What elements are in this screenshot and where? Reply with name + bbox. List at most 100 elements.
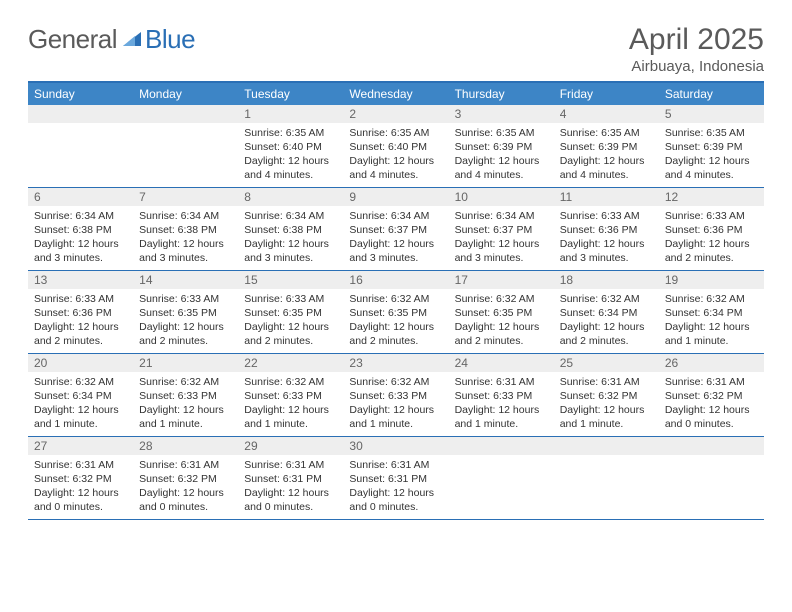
day-number: 21	[133, 354, 238, 372]
calendar-cell	[28, 105, 133, 188]
day-number	[659, 437, 764, 455]
day-number: 29	[238, 437, 343, 455]
weekday-header-row: Sunday Monday Tuesday Wednesday Thursday…	[28, 82, 764, 105]
day-number: 10	[449, 188, 554, 206]
day-number: 19	[659, 271, 764, 289]
calendar-cell: 30Sunrise: 6:31 AMSunset: 6:31 PMDayligh…	[343, 436, 448, 519]
day-number: 1	[238, 105, 343, 123]
weekday-header: Saturday	[659, 82, 764, 105]
logo: GeneralBlue	[28, 24, 195, 55]
calendar-cell: 18Sunrise: 6:32 AMSunset: 6:34 PMDayligh…	[554, 270, 659, 353]
day-details: Sunrise: 6:33 AMSunset: 6:36 PMDaylight:…	[28, 289, 133, 353]
day-number: 3	[449, 105, 554, 123]
day-number	[554, 437, 659, 455]
calendar-cell: 16Sunrise: 6:32 AMSunset: 6:35 PMDayligh…	[343, 270, 448, 353]
weekday-header: Thursday	[449, 82, 554, 105]
calendar-cell: 9Sunrise: 6:34 AMSunset: 6:37 PMDaylight…	[343, 187, 448, 270]
day-details	[133, 123, 238, 130]
day-number: 5	[659, 105, 764, 123]
calendar-cell: 1Sunrise: 6:35 AMSunset: 6:40 PMDaylight…	[238, 105, 343, 188]
day-details: Sunrise: 6:33 AMSunset: 6:36 PMDaylight:…	[659, 206, 764, 270]
day-details: Sunrise: 6:34 AMSunset: 6:37 PMDaylight:…	[343, 206, 448, 270]
calendar-cell	[659, 436, 764, 519]
logo-text-2: Blue	[145, 24, 195, 55]
day-details	[449, 455, 554, 462]
day-number: 12	[659, 188, 764, 206]
day-number: 13	[28, 271, 133, 289]
calendar-cell: 19Sunrise: 6:32 AMSunset: 6:34 PMDayligh…	[659, 270, 764, 353]
calendar-cell: 5Sunrise: 6:35 AMSunset: 6:39 PMDaylight…	[659, 105, 764, 188]
day-details: Sunrise: 6:32 AMSunset: 6:33 PMDaylight:…	[343, 372, 448, 436]
calendar-cell: 20Sunrise: 6:32 AMSunset: 6:34 PMDayligh…	[28, 353, 133, 436]
day-number: 18	[554, 271, 659, 289]
day-details: Sunrise: 6:33 AMSunset: 6:35 PMDaylight:…	[238, 289, 343, 353]
day-details: Sunrise: 6:32 AMSunset: 6:34 PMDaylight:…	[554, 289, 659, 353]
day-details: Sunrise: 6:35 AMSunset: 6:39 PMDaylight:…	[449, 123, 554, 187]
day-number: 6	[28, 188, 133, 206]
day-number: 2	[343, 105, 448, 123]
calendar-week-row: 13Sunrise: 6:33 AMSunset: 6:36 PMDayligh…	[28, 270, 764, 353]
day-number: 25	[554, 354, 659, 372]
day-details: Sunrise: 6:31 AMSunset: 6:32 PMDaylight:…	[554, 372, 659, 436]
day-details	[554, 455, 659, 462]
calendar-cell	[554, 436, 659, 519]
calendar-cell: 15Sunrise: 6:33 AMSunset: 6:35 PMDayligh…	[238, 270, 343, 353]
day-details	[28, 123, 133, 130]
day-number: 4	[554, 105, 659, 123]
day-number	[449, 437, 554, 455]
location-subtitle: Airbuaya, Indonesia	[629, 58, 764, 75]
calendar-week-row: 20Sunrise: 6:32 AMSunset: 6:34 PMDayligh…	[28, 353, 764, 436]
day-details: Sunrise: 6:31 AMSunset: 6:33 PMDaylight:…	[449, 372, 554, 436]
day-details: Sunrise: 6:35 AMSunset: 6:40 PMDaylight:…	[343, 123, 448, 187]
day-details: Sunrise: 6:32 AMSunset: 6:33 PMDaylight:…	[133, 372, 238, 436]
calendar-cell: 12Sunrise: 6:33 AMSunset: 6:36 PMDayligh…	[659, 187, 764, 270]
day-number: 26	[659, 354, 764, 372]
day-number: 15	[238, 271, 343, 289]
calendar-cell: 8Sunrise: 6:34 AMSunset: 6:38 PMDaylight…	[238, 187, 343, 270]
day-details: Sunrise: 6:34 AMSunset: 6:37 PMDaylight:…	[449, 206, 554, 270]
calendar-cell: 17Sunrise: 6:32 AMSunset: 6:35 PMDayligh…	[449, 270, 554, 353]
day-details: Sunrise: 6:31 AMSunset: 6:31 PMDaylight:…	[343, 455, 448, 519]
day-number: 17	[449, 271, 554, 289]
day-number: 20	[28, 354, 133, 372]
calendar-cell: 3Sunrise: 6:35 AMSunset: 6:39 PMDaylight…	[449, 105, 554, 188]
weekday-header: Sunday	[28, 82, 133, 105]
day-details: Sunrise: 6:33 AMSunset: 6:35 PMDaylight:…	[133, 289, 238, 353]
calendar-table: Sunday Monday Tuesday Wednesday Thursday…	[28, 81, 764, 520]
day-details: Sunrise: 6:31 AMSunset: 6:31 PMDaylight:…	[238, 455, 343, 519]
calendar-cell: 10Sunrise: 6:34 AMSunset: 6:37 PMDayligh…	[449, 187, 554, 270]
day-details: Sunrise: 6:31 AMSunset: 6:32 PMDaylight:…	[133, 455, 238, 519]
weekday-header: Wednesday	[343, 82, 448, 105]
day-details: Sunrise: 6:34 AMSunset: 6:38 PMDaylight:…	[238, 206, 343, 270]
day-details: Sunrise: 6:34 AMSunset: 6:38 PMDaylight:…	[28, 206, 133, 270]
day-number	[133, 105, 238, 123]
page-title: April 2025	[629, 24, 764, 56]
calendar-cell: 22Sunrise: 6:32 AMSunset: 6:33 PMDayligh…	[238, 353, 343, 436]
calendar-cell	[133, 105, 238, 188]
calendar-cell: 2Sunrise: 6:35 AMSunset: 6:40 PMDaylight…	[343, 105, 448, 188]
weekday-header: Tuesday	[238, 82, 343, 105]
calendar-cell: 23Sunrise: 6:32 AMSunset: 6:33 PMDayligh…	[343, 353, 448, 436]
day-number: 7	[133, 188, 238, 206]
header: GeneralBlue April 2025 Airbuaya, Indones…	[28, 24, 764, 75]
day-details: Sunrise: 6:35 AMSunset: 6:39 PMDaylight:…	[554, 123, 659, 187]
calendar-cell: 29Sunrise: 6:31 AMSunset: 6:31 PMDayligh…	[238, 436, 343, 519]
calendar-cell: 28Sunrise: 6:31 AMSunset: 6:32 PMDayligh…	[133, 436, 238, 519]
day-number: 11	[554, 188, 659, 206]
calendar-week-row: 27Sunrise: 6:31 AMSunset: 6:32 PMDayligh…	[28, 436, 764, 519]
weekday-header: Monday	[133, 82, 238, 105]
calendar-cell: 24Sunrise: 6:31 AMSunset: 6:33 PMDayligh…	[449, 353, 554, 436]
calendar-cell: 26Sunrise: 6:31 AMSunset: 6:32 PMDayligh…	[659, 353, 764, 436]
calendar-cell: 6Sunrise: 6:34 AMSunset: 6:38 PMDaylight…	[28, 187, 133, 270]
day-number: 24	[449, 354, 554, 372]
day-details: Sunrise: 6:31 AMSunset: 6:32 PMDaylight:…	[659, 372, 764, 436]
weekday-header: Friday	[554, 82, 659, 105]
calendar-week-row: 6Sunrise: 6:34 AMSunset: 6:38 PMDaylight…	[28, 187, 764, 270]
calendar-cell: 27Sunrise: 6:31 AMSunset: 6:32 PMDayligh…	[28, 436, 133, 519]
calendar-cell: 11Sunrise: 6:33 AMSunset: 6:36 PMDayligh…	[554, 187, 659, 270]
day-details: Sunrise: 6:32 AMSunset: 6:35 PMDaylight:…	[449, 289, 554, 353]
day-details: Sunrise: 6:32 AMSunset: 6:34 PMDaylight:…	[659, 289, 764, 353]
day-number: 14	[133, 271, 238, 289]
calendar-cell: 4Sunrise: 6:35 AMSunset: 6:39 PMDaylight…	[554, 105, 659, 188]
day-number: 9	[343, 188, 448, 206]
